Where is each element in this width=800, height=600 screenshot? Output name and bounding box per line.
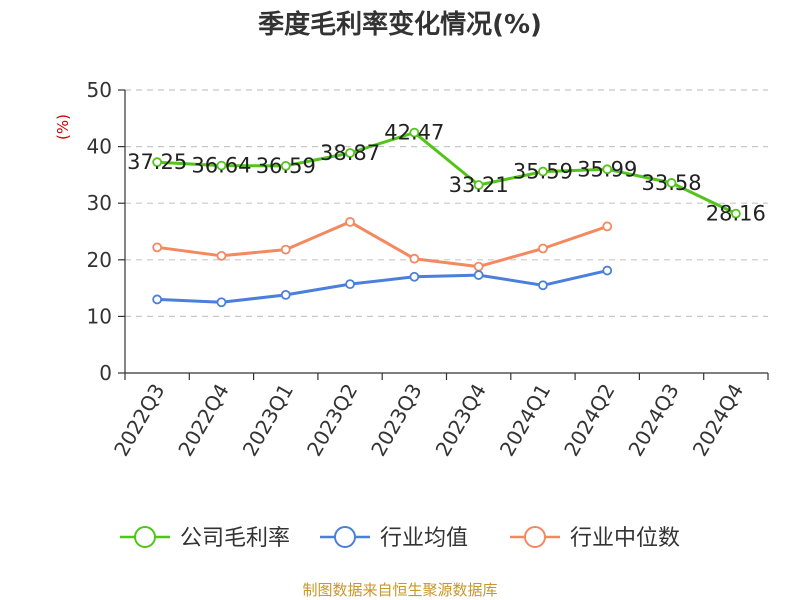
y-tick-label: 10 xyxy=(87,304,112,328)
x-tick-label: 2023Q4 xyxy=(431,380,491,461)
x-tick-label: 2024Q2 xyxy=(559,380,619,461)
data-point xyxy=(152,157,163,168)
x-tick-label: 2022Q4 xyxy=(173,380,233,461)
legend-item: 行业均值 xyxy=(320,526,468,551)
data-point xyxy=(345,279,355,290)
legend-label: 行业均值 xyxy=(380,526,468,551)
data-point xyxy=(473,270,484,280)
data-label: 35.59 xyxy=(513,160,573,184)
legend-label: 公司毛利率 xyxy=(180,526,290,551)
x-tick-label: 2024Q1 xyxy=(495,380,555,461)
data-label: 37.25 xyxy=(127,150,187,174)
data-point xyxy=(473,261,484,272)
data-point xyxy=(216,297,227,308)
series-line xyxy=(155,220,609,269)
data-point xyxy=(602,265,613,276)
data-point xyxy=(280,161,291,171)
x-tick-label: 2024Q3 xyxy=(623,380,683,461)
data-label: 42.47 xyxy=(384,121,444,145)
data-point xyxy=(280,289,291,300)
data-point xyxy=(345,216,355,227)
data-label: 36.59 xyxy=(256,154,316,178)
series-line xyxy=(155,131,738,216)
data-point xyxy=(216,160,227,171)
legend-item: 公司毛利率 xyxy=(120,526,290,551)
data-point xyxy=(602,221,613,232)
data-point xyxy=(538,166,548,177)
x-tick-label: 2022Q3 xyxy=(109,380,169,461)
y-tick-label: 40 xyxy=(87,135,112,159)
grid-lines xyxy=(125,89,768,317)
legend-label: 行业中位数 xyxy=(570,526,680,551)
data-point xyxy=(473,180,484,190)
data-point xyxy=(345,148,355,158)
data-point xyxy=(409,127,420,138)
data-point xyxy=(152,294,163,305)
legend-marker xyxy=(524,526,546,548)
data-point xyxy=(216,250,227,261)
y-tick-label: 0 xyxy=(99,361,112,385)
y-axis-label: (%) xyxy=(54,114,72,140)
y-tick-label: 20 xyxy=(87,248,112,272)
data-point xyxy=(666,178,677,188)
data-label: 33.58 xyxy=(641,171,701,195)
legend-item: 行业中位数 xyxy=(510,526,680,551)
data-point xyxy=(280,244,291,255)
data-label: 28.16 xyxy=(706,202,766,226)
x-tick-label: 2023Q3 xyxy=(366,380,426,461)
legend-marker xyxy=(134,526,156,548)
y-tick-label: 50 xyxy=(87,78,112,102)
data-point xyxy=(409,253,420,264)
x-tick-label: 2023Q2 xyxy=(302,380,362,461)
series-layer xyxy=(152,127,741,308)
y-tick-label: 30 xyxy=(87,191,112,215)
data-label: 36.64 xyxy=(191,154,251,178)
data-point xyxy=(409,271,420,282)
legend-marker xyxy=(334,526,356,548)
data-label: 38.87 xyxy=(320,141,380,165)
data-label: 35.99 xyxy=(577,157,637,181)
x-tick-label: 2023Q1 xyxy=(238,380,298,461)
data-label: 33.21 xyxy=(449,173,509,197)
data-point xyxy=(538,243,548,254)
data-point xyxy=(602,164,613,175)
data-point xyxy=(152,242,163,253)
x-tick-label: 2024Q4 xyxy=(688,380,748,461)
data-point xyxy=(538,280,548,291)
series-line xyxy=(155,269,609,304)
data-point xyxy=(730,208,741,219)
chart-title: 季度毛利率变化情况(%) xyxy=(258,9,542,40)
legend: 公司毛利率 行业均值 行业中位数 xyxy=(120,526,680,551)
source-note: 制图数据来自恒生聚源数据库 xyxy=(302,581,497,599)
